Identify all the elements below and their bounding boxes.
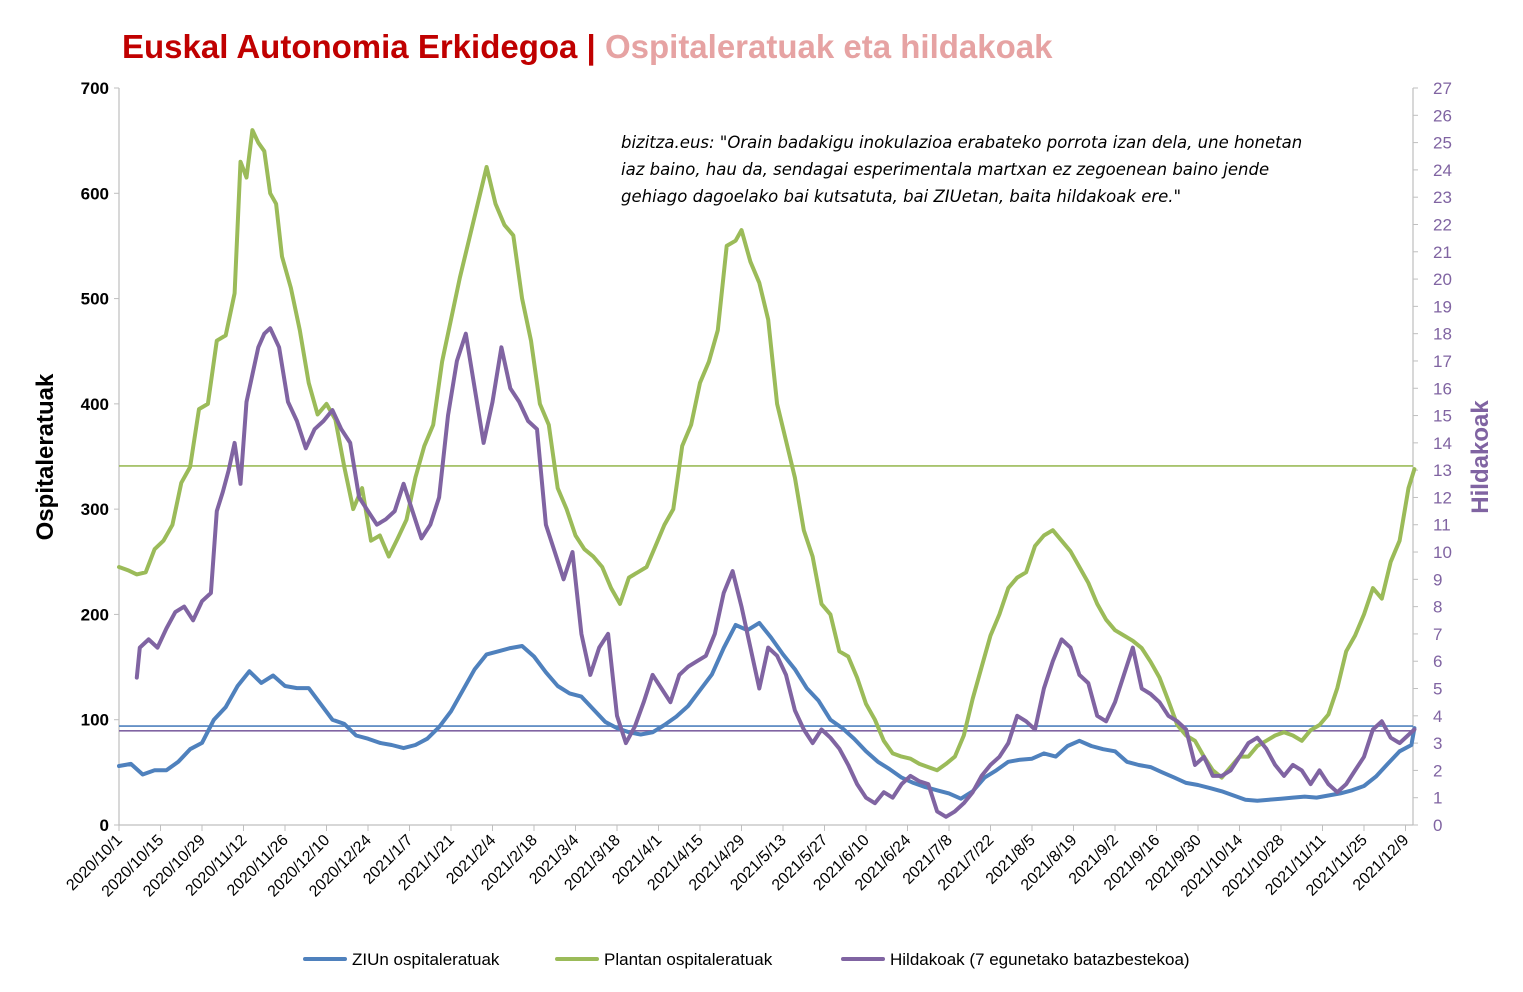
y-left-tick-label: 0 [100, 816, 109, 835]
annotation-line-3: gehiago dagoelako bai kutsatuta, bai ZIU… [621, 187, 1181, 206]
y-right-tick-label: 26 [1433, 106, 1452, 125]
annotation-line-1: bizitza.eus: "Orain badakigu inokulazioa… [621, 133, 1302, 152]
y-right-tick-label: 16 [1433, 379, 1452, 398]
title-separator: | [577, 28, 605, 65]
x-axis-ticks: 2020/10/12020/10/152020/10/292020/11/122… [63, 825, 1412, 900]
y-right-tick-label: 6 [1433, 652, 1442, 671]
y-right-tick-label: 8 [1433, 598, 1442, 617]
y-axis-left-ticks: 0 100 200 300 400 500 600 700 [81, 79, 119, 835]
reference-lines [119, 465, 1413, 732]
y-right-tick-label: 15 [1433, 407, 1452, 426]
legend: ZIUn ospitaleratuak Plantan ospitaleratua… [303, 950, 1190, 969]
y-right-tick-label: 27 [1433, 79, 1452, 98]
y-right-tick-label: 22 [1433, 215, 1452, 234]
y-right-tick-label: 2 [1433, 761, 1442, 780]
series-lines [117, 128, 1417, 819]
legend-label: Hildakoak (7 egunetako batazbestekoa) [890, 950, 1190, 969]
y-right-tick-label: 25 [1433, 134, 1452, 153]
y-right-tick-label: 7 [1433, 625, 1442, 644]
y-left-tick-label: 200 [81, 605, 109, 624]
annotation-line-2: iaz baino, hau da, sendagai esperimental… [621, 160, 1269, 179]
chart-title: Euskal Autonomia Erkidegoa | Ospitalerat… [122, 28, 1053, 65]
y-right-tick-label: 9 [1433, 570, 1442, 589]
y-right-tick-label: 23 [1433, 188, 1452, 207]
series-line [134, 326, 1417, 819]
legend-label: Plantan ospitaleratuak [604, 950, 773, 969]
y-right-tick-label: 13 [1433, 461, 1452, 480]
series-line [117, 620, 1417, 803]
annotation: bizitza.eus: "Orain badakigu inokulazioa… [621, 133, 1302, 206]
y-right-tick-label: 18 [1433, 325, 1452, 344]
title-main: Euskal Autonomia Erkidegoa [122, 28, 578, 65]
y-left-tick-label: 400 [81, 395, 109, 414]
y-left-tick-label: 100 [81, 711, 109, 730]
y-right-tick-label: 1 [1433, 789, 1442, 808]
y-right-tick-label: 24 [1433, 161, 1452, 180]
y-axis-left-title: Ospitaleratuak [32, 373, 59, 540]
y-axis-right-ticks: 0123456789101112131415161718192021222324… [1413, 79, 1452, 835]
y-right-tick-label: 3 [1433, 734, 1442, 753]
y-right-tick-label: 10 [1433, 543, 1452, 562]
y-right-tick-label: 0 [1433, 816, 1442, 835]
y-right-tick-label: 11 [1433, 516, 1451, 535]
y-right-tick-label: 5 [1433, 680, 1442, 699]
y-right-tick-label: 4 [1433, 707, 1442, 726]
y-left-tick-label: 300 [81, 500, 109, 519]
y-axis-right-title: Hildakoak [1467, 400, 1494, 514]
title-sub: Ospitaleratuak eta hildakoak [605, 28, 1053, 65]
legend-label: ZIUn ospitaleratuak [352, 950, 500, 969]
y-right-tick-label: 20 [1433, 270, 1452, 289]
y-right-tick-label: 17 [1433, 352, 1452, 371]
y-left-tick-label: 700 [81, 79, 109, 98]
y-right-tick-label: 12 [1433, 488, 1452, 507]
y-right-tick-label: 21 [1433, 243, 1452, 262]
y-left-tick-label: 500 [81, 290, 109, 309]
y-right-tick-label: 14 [1433, 434, 1452, 453]
axes [118, 88, 1414, 826]
series-line [117, 128, 1417, 780]
y-left-tick-label: 600 [81, 184, 109, 203]
y-right-tick-label: 19 [1433, 297, 1452, 316]
